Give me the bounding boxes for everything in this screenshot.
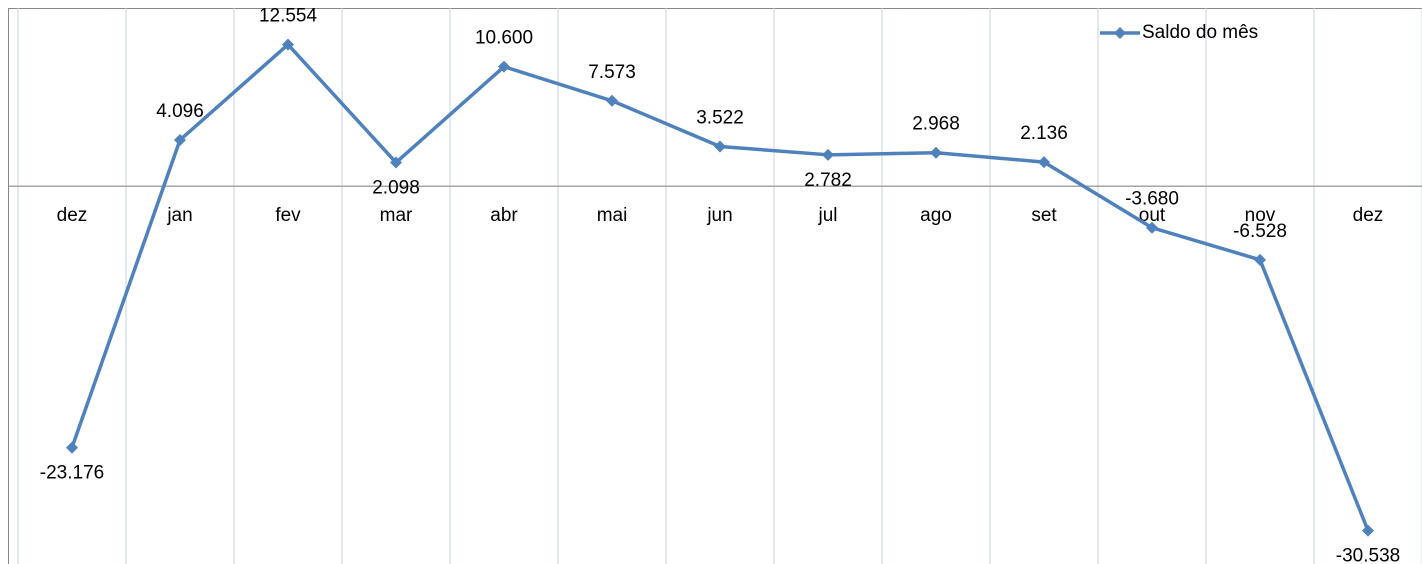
x-tick-label: abr [490, 205, 518, 226]
x-tick-label: jun [706, 205, 732, 226]
data-label: 2.098 [372, 178, 420, 199]
marker [282, 38, 294, 51]
data-label: -23.176 [40, 463, 104, 484]
plot-frame [8, 8, 1422, 564]
data-label: 12.554 [259, 6, 318, 27]
data-label: -6.528 [1233, 221, 1287, 242]
marker [1362, 524, 1374, 537]
marker [606, 94, 618, 107]
marker [714, 140, 726, 153]
marker [390, 156, 402, 169]
x-tick-label: nov [1245, 205, 1276, 226]
x-tick-label: dez [57, 205, 88, 226]
x-tick-label: mar [380, 205, 413, 226]
marker [498, 60, 510, 73]
data-label: 10.600 [475, 28, 533, 49]
marker [1254, 253, 1266, 266]
marker [1146, 221, 1158, 234]
marker [930, 146, 942, 159]
data-label: 7.573 [588, 62, 636, 83]
legend-label: Saldo do mês [1142, 22, 1258, 43]
data-label: -3.680 [1125, 189, 1179, 210]
legend-marker [1114, 27, 1126, 39]
marker [66, 441, 78, 454]
x-tick-label: jan [166, 205, 192, 226]
x-tick-label: out [1139, 205, 1166, 226]
data-label: 4.096 [156, 101, 204, 122]
marker [822, 148, 834, 161]
x-tick-label: fev [275, 205, 301, 226]
x-tick-label: mai [597, 205, 628, 226]
data-label: 3.522 [696, 107, 744, 128]
marker [1038, 156, 1050, 169]
marker [174, 133, 186, 146]
x-tick-label: set [1031, 205, 1057, 226]
x-tick-label: jul [817, 205, 837, 226]
data-label: -30.538 [1336, 546, 1400, 564]
x-tick-label: dez [1353, 205, 1384, 226]
data-label: 2.968 [912, 114, 960, 135]
data-label: 2.136 [1020, 123, 1068, 144]
data-label: 2.782 [804, 170, 852, 191]
x-tick-label: ago [920, 205, 952, 226]
